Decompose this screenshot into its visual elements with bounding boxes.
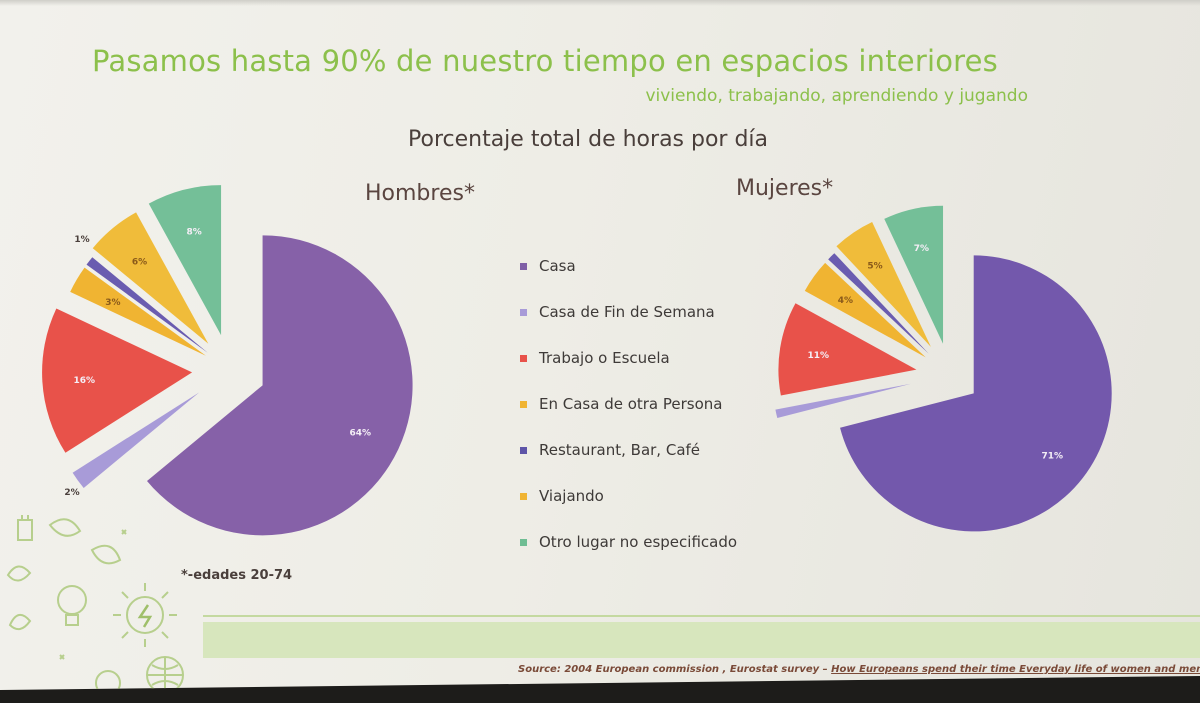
women-pie-data-label: 11%: [808, 351, 830, 361]
men-pie-data-label: 16%: [74, 376, 96, 386]
legend-label: Otro lugar no especificado: [539, 533, 738, 551]
legend-item-casa: Casa: [520, 243, 820, 289]
source-citation: Source: 2004 European commission , Euros…: [518, 664, 1200, 675]
slide-title: Pasamos hasta 90% de nuestro tiempo en e…: [92, 44, 998, 78]
legend-label: Restaurant, Bar, Café: [539, 441, 701, 459]
women-pie-slice-6: [884, 205, 944, 344]
women-pie-slice-2: [778, 303, 917, 396]
men-pie-slice-6: [148, 185, 222, 336]
slide-edge-shadow: [0, 0, 1200, 6]
men-pie-outside-label: 2%: [64, 488, 79, 498]
slide-subtitle: viviendo, trabajando, aprendiendo y juga…: [645, 86, 1028, 106]
men-pie-outside-label: 1%: [74, 235, 89, 245]
footer-rule: [203, 615, 1200, 617]
source-text: Source: 2004 European commission , Euros…: [518, 664, 828, 675]
women-pie-data-label: 71%: [1041, 451, 1063, 461]
plug-icon: [17, 515, 33, 541]
women-pie-slice-4: [828, 253, 929, 354]
men-pie-slice-2: [42, 308, 193, 453]
legend-item-trabajo-escuela: Trabajo o Escuela: [520, 335, 820, 381]
chart-title: Porcentaje total de horas por día: [408, 127, 769, 152]
women-pie-data-label: 4%: [838, 296, 853, 306]
legend-swatch: [520, 538, 527, 546]
women-pie-data-label: 7%: [914, 244, 929, 254]
legend-swatch: [520, 446, 527, 454]
legend-label: Trabajo o Escuela: [539, 349, 670, 367]
men-pie-slice-3: [70, 267, 206, 356]
leaf-icon: [8, 614, 32, 631]
legend-label: En Casa de otra Persona: [539, 395, 723, 413]
legend-item-viajando: Viajando: [520, 473, 820, 519]
leaf-icon: [48, 518, 82, 537]
eco-icons-decoration: [6, 515, 184, 690]
men-pie-slice-5: [92, 212, 209, 344]
leaf-icon: [90, 544, 122, 565]
women-pie-data-label: 5%: [867, 262, 882, 272]
apple-icon: [95, 670, 121, 690]
men-pie-data-label: 3%: [105, 298, 120, 308]
legend-label: Casa de Fin de Semana: [539, 303, 715, 321]
men-pie-slice-4: [86, 257, 208, 353]
footer-band: [203, 622, 1200, 658]
legend-item-restaurant: Restaurant, Bar, Café: [520, 427, 820, 473]
women-pie-slice-1: [775, 383, 911, 419]
legend-swatch: [520, 400, 527, 408]
men-pie-slice-0: [146, 235, 413, 536]
chart-legend: Casa Casa de Fin de Semana Trabajo o Esc…: [520, 243, 820, 565]
legend-item-casa-otra-persona: En Casa de otra Persona: [520, 381, 820, 427]
legend-swatch: [520, 354, 527, 362]
age-note: *-edades 20-74: [181, 568, 293, 583]
legend-label: Casa: [539, 257, 576, 275]
source-link[interactable]: How Europeans spend their time Everyday …: [831, 664, 1200, 675]
solar-gear-icon: [126, 596, 164, 634]
legend-item-casa-fin-semana: Casa de Fin de Semana: [520, 289, 820, 335]
men-pie-data-label: 64%: [350, 428, 372, 438]
legend-swatch: [520, 262, 527, 270]
women-pie-slice-3: [804, 262, 926, 358]
men-pie-data-label: 6%: [132, 258, 147, 268]
men-pie-title: Hombres*: [365, 181, 475, 206]
legend-item-otro-lugar: Otro lugar no especificado: [520, 519, 820, 565]
women-pie-slice-5: [836, 222, 931, 347]
men-pie-slice-1: [72, 392, 200, 488]
men-pie-data-label: 8%: [187, 228, 202, 238]
women-pie-title: Mujeres*: [736, 176, 834, 201]
women-pie-slice-0: [840, 255, 1112, 532]
leaf-icon: [6, 565, 32, 582]
legend-label: Viajando: [539, 487, 604, 505]
legend-swatch: [520, 308, 527, 316]
legend-swatch: [520, 492, 527, 500]
lightbulb-icon: [57, 585, 87, 615]
lightbulb-base-icon: [65, 614, 79, 626]
